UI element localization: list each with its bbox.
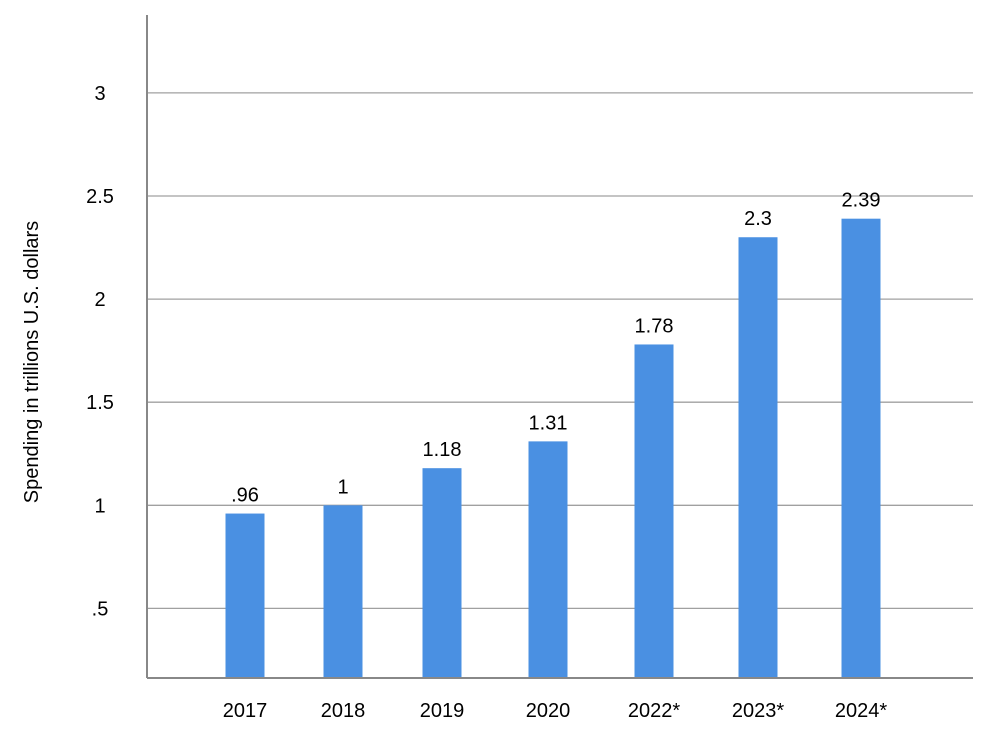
x-tick-label: 2017: [223, 700, 268, 722]
x-tick-label: 2018: [321, 700, 366, 722]
grid-lines: [147, 92, 973, 610]
data-label: 1.18: [423, 439, 462, 461]
x-tick-label: 2024*: [835, 700, 887, 722]
y-tick-label: 2: [94, 289, 105, 311]
x-tick-labels: 2017 2018 2019 2020 2022* 2023* 2024*: [223, 700, 888, 722]
bar-2023: [738, 237, 778, 679]
data-label: 1.78: [635, 315, 674, 337]
bar-2020: [528, 441, 568, 678]
x-tick-label: 2023*: [732, 700, 784, 722]
bar-2019: [422, 468, 462, 678]
bar-2022: [634, 344, 674, 678]
bars: [225, 218, 881, 679]
y-tick-labels: .5 1 1.5 2 2.5 3: [86, 83, 114, 621]
axes: [146, 15, 973, 679]
bar-2024: [841, 218, 881, 678]
data-label: 2.3: [744, 208, 772, 230]
data-labels: .96 1 1.18 1.31 1.78 2.3 2.39: [231, 190, 880, 507]
y-tick-label: 2.5: [86, 186, 114, 208]
x-tick-label: 2020: [526, 700, 571, 722]
bar-2017: [225, 513, 265, 678]
data-label: 1.31: [529, 412, 568, 434]
bar-2018: [323, 505, 363, 678]
data-label: 1: [337, 476, 348, 498]
y-tick-label: 1: [94, 495, 105, 517]
y-tick-label: 3: [94, 83, 105, 105]
y-tick-label: .5: [92, 598, 109, 620]
data-label: 2.39: [842, 190, 881, 212]
x-tick-label: 2019: [420, 700, 465, 722]
y-tick-label: 1.5: [86, 392, 114, 414]
y-axis-title: Spending in trillions U.S. dollars: [21, 221, 43, 503]
x-tick-label: 2022*: [628, 700, 680, 722]
data-label: .96: [231, 485, 259, 507]
